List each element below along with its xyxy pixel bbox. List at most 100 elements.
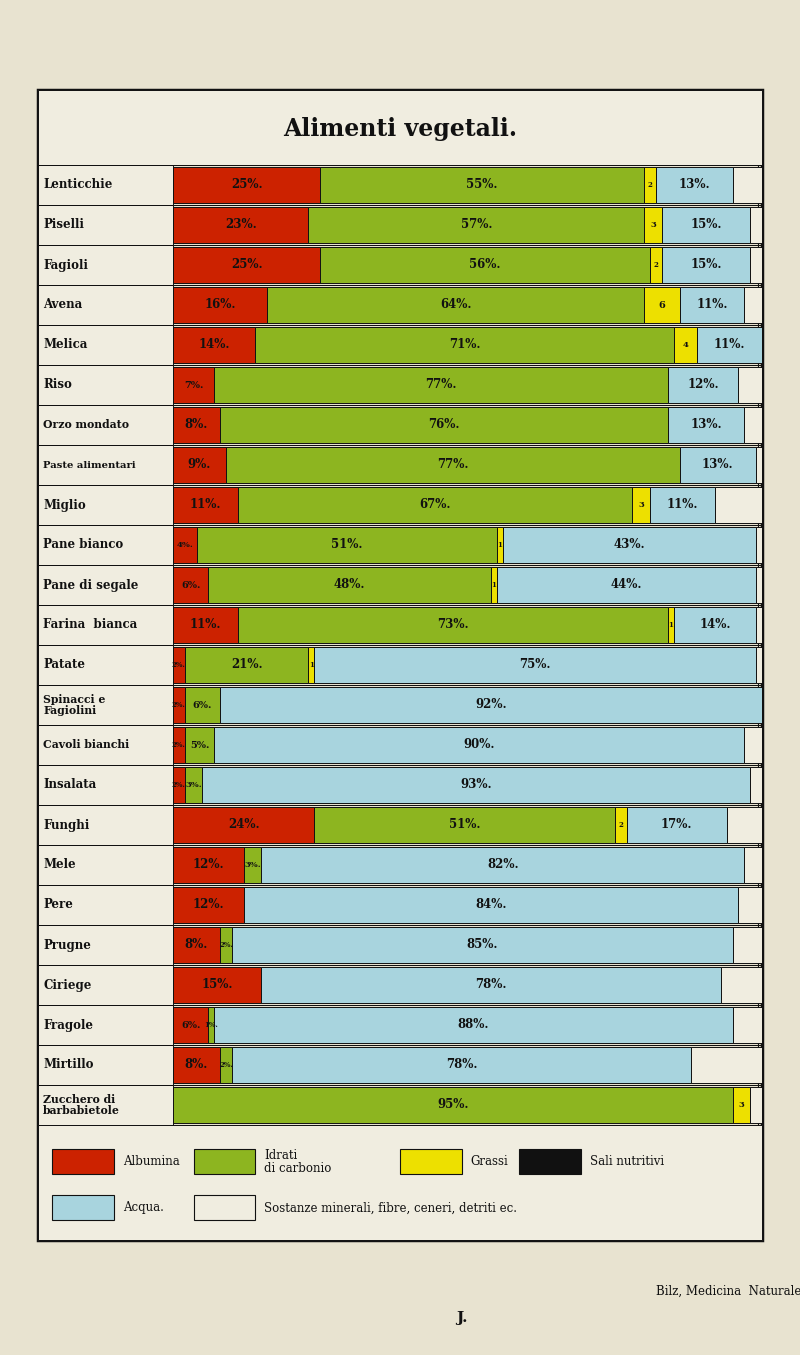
Text: 3: 3 <box>650 221 656 229</box>
Bar <box>309 646 314 683</box>
Bar <box>173 447 226 484</box>
Text: 6%.: 6%. <box>181 1020 200 1030</box>
Text: 1: 1 <box>668 621 673 629</box>
Text: 7%.: 7%. <box>184 381 203 389</box>
Text: 4: 4 <box>682 341 688 350</box>
Bar <box>173 886 244 923</box>
Bar <box>38 725 173 766</box>
Text: 78%.: 78%. <box>446 1058 478 1072</box>
Bar <box>173 406 220 443</box>
Text: Idrati
di carbonio: Idrati di carbonio <box>264 1149 331 1175</box>
Bar <box>173 646 185 683</box>
Bar <box>173 1087 733 1123</box>
Bar <box>214 367 668 404</box>
Bar <box>255 327 674 363</box>
Text: 2%.: 2%. <box>219 1061 233 1069</box>
Bar <box>756 447 762 484</box>
Bar <box>38 285 173 325</box>
Text: 44%.: 44%. <box>610 579 642 592</box>
Bar <box>38 805 762 846</box>
Text: 11%.: 11%. <box>696 298 728 312</box>
Text: 77%.: 77%. <box>437 458 469 472</box>
Bar <box>633 486 650 523</box>
Text: 51%.: 51%. <box>331 538 362 551</box>
Text: 21%.: 21%. <box>231 659 262 672</box>
Bar <box>38 364 762 405</box>
Text: Pane di segale: Pane di segale <box>43 579 138 592</box>
Bar <box>691 1046 762 1084</box>
Bar <box>38 245 762 285</box>
Bar <box>38 325 173 364</box>
Bar <box>267 287 644 324</box>
Bar <box>38 245 173 285</box>
Bar <box>208 1007 214 1043</box>
Text: 3%.: 3%. <box>186 780 202 789</box>
Bar <box>38 846 173 885</box>
Bar <box>38 965 173 1005</box>
Bar <box>38 485 173 524</box>
Bar <box>173 486 238 523</box>
Bar <box>519 1149 581 1175</box>
Text: Bilz, Medicina  Naturale.: Bilz, Medicina Naturale. <box>656 1285 800 1298</box>
Text: Albumina: Albumina <box>122 1156 179 1168</box>
Bar <box>314 806 614 843</box>
Text: Acqua.: Acqua. <box>122 1202 163 1214</box>
Bar <box>38 766 762 805</box>
Bar <box>744 726 762 763</box>
Bar <box>38 565 762 604</box>
Bar <box>320 167 644 203</box>
Text: 3: 3 <box>738 1102 744 1108</box>
Bar <box>244 886 738 923</box>
Bar <box>38 89 762 165</box>
Bar <box>173 367 214 404</box>
Text: 2%.: 2%. <box>172 661 186 669</box>
Bar <box>38 766 173 805</box>
Bar <box>668 607 674 644</box>
Bar <box>173 1007 208 1043</box>
Text: 14%.: 14%. <box>699 618 730 631</box>
Bar <box>38 846 762 885</box>
Text: Pane bianco: Pane bianco <box>43 538 123 551</box>
Text: Mele: Mele <box>43 859 76 871</box>
Bar <box>53 1149 114 1175</box>
Bar <box>650 486 715 523</box>
Bar <box>173 847 244 883</box>
Bar <box>38 524 173 565</box>
Bar <box>173 566 208 603</box>
Text: 25%.: 25%. <box>231 259 262 271</box>
Bar <box>626 806 726 843</box>
Text: Ciriege: Ciriege <box>43 978 91 992</box>
Bar <box>262 966 721 1004</box>
Text: 11%.: 11%. <box>714 339 746 351</box>
Text: 9%.: 9%. <box>188 458 211 472</box>
Bar <box>744 406 762 443</box>
Text: 8%.: 8%. <box>185 1058 208 1072</box>
Bar <box>38 285 762 325</box>
Text: 11%.: 11%. <box>190 618 221 631</box>
Bar <box>662 206 750 244</box>
Text: Piselli: Piselli <box>43 218 84 232</box>
Bar <box>173 966 262 1004</box>
Text: Spinacci e
Fagiolini: Spinacci e Fagiolini <box>43 694 106 715</box>
Bar <box>173 287 267 324</box>
Bar <box>173 1046 220 1084</box>
Bar <box>726 806 762 843</box>
Bar <box>202 767 750 804</box>
Bar <box>614 806 626 843</box>
Text: 5%.: 5%. <box>190 740 209 749</box>
Bar <box>668 367 738 404</box>
Bar <box>173 527 197 564</box>
Text: 12%.: 12%. <box>687 378 719 392</box>
Text: 16%.: 16%. <box>204 298 236 312</box>
Bar <box>744 847 762 883</box>
Text: 1: 1 <box>498 541 502 549</box>
Bar <box>738 367 762 404</box>
Bar <box>38 645 173 686</box>
Text: 2: 2 <box>654 262 658 270</box>
Bar <box>38 686 173 725</box>
Bar <box>38 205 173 245</box>
Bar <box>309 206 644 244</box>
Bar <box>733 167 762 203</box>
Bar <box>721 966 762 1004</box>
Bar <box>244 847 262 883</box>
